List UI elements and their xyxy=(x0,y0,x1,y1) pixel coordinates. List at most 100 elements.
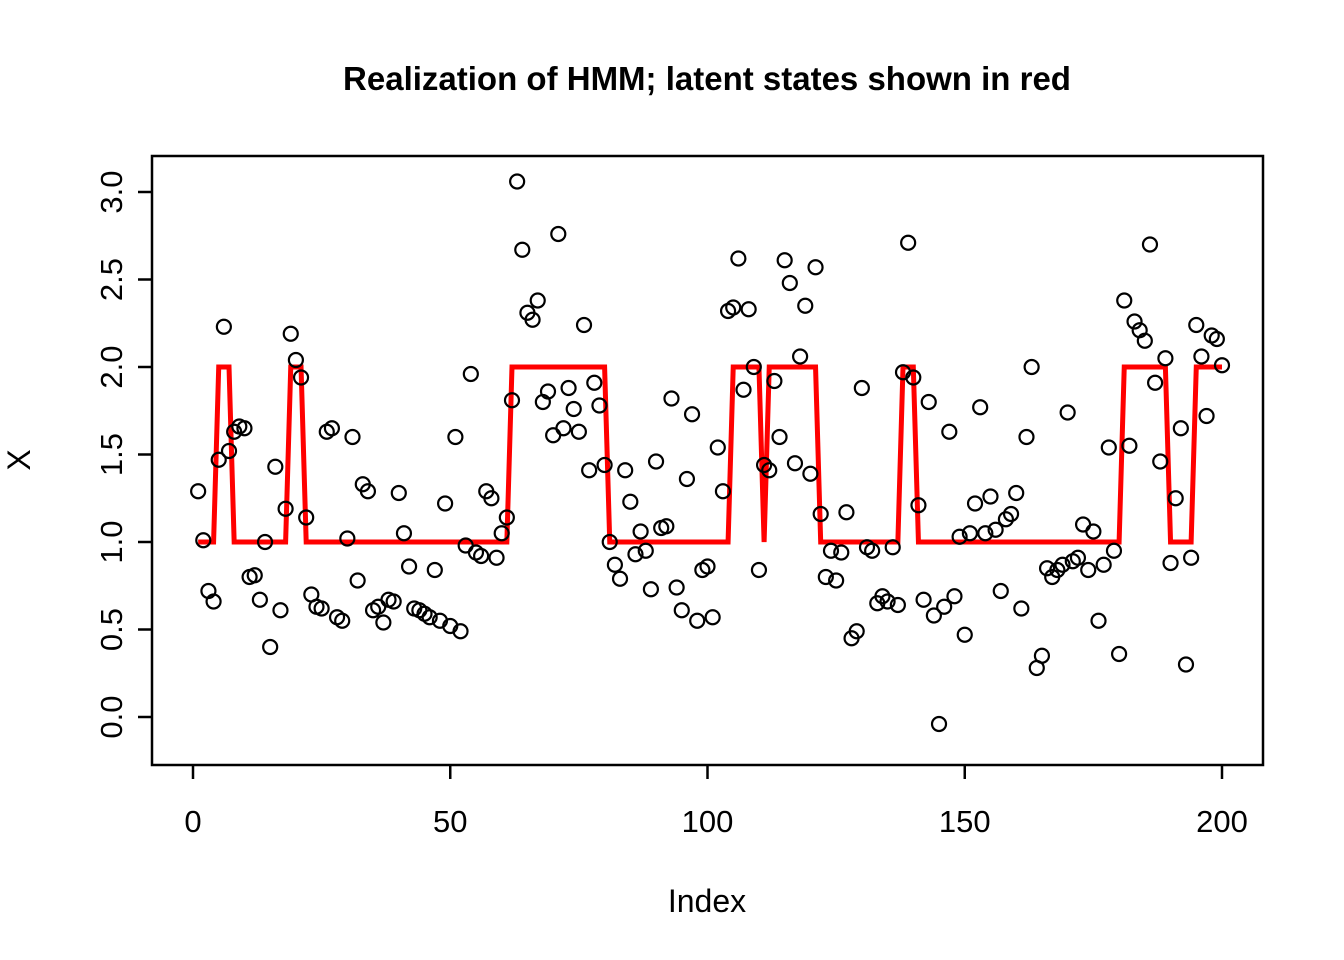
scatter-point xyxy=(462,365,479,383)
scatter-point xyxy=(1008,484,1025,502)
scatter-point xyxy=(509,173,526,190)
scatter-point xyxy=(334,612,351,629)
y-tick-label: 2.0 xyxy=(94,345,129,388)
scatter-point xyxy=(632,523,649,540)
scatter-point xyxy=(1033,647,1051,664)
scatter-point xyxy=(977,525,994,542)
x-tick-label: 200 xyxy=(1196,804,1248,839)
chart-title: Realization of HMM; latent states shown … xyxy=(343,60,1071,97)
scatter-point xyxy=(781,274,798,292)
scatter-point xyxy=(725,299,742,316)
scatter-point xyxy=(663,390,680,407)
scatter-point xyxy=(704,609,721,626)
scatter-point xyxy=(1074,516,1092,533)
scatter-point xyxy=(1121,437,1138,454)
scatter-point xyxy=(437,495,454,512)
scatter-point xyxy=(864,542,881,559)
scatter-point xyxy=(390,484,407,502)
scatter-point xyxy=(745,358,762,376)
scatter-point xyxy=(941,423,958,440)
x-tick-label: 50 xyxy=(433,804,467,839)
scatter-point xyxy=(215,318,232,335)
scatter-point xyxy=(812,505,829,523)
scatter-point xyxy=(766,372,783,390)
scatter-point xyxy=(1136,332,1153,349)
scatter-point xyxy=(514,241,531,258)
scatter-point xyxy=(611,570,629,587)
scatter-point xyxy=(658,518,675,535)
scatter-point xyxy=(997,511,1015,528)
scatter-point xyxy=(1188,316,1205,334)
scatter-point xyxy=(560,379,577,397)
scatter-point xyxy=(1049,561,1066,579)
scatter-point xyxy=(797,297,814,314)
latent-state-line xyxy=(198,364,1222,545)
scatter-point xyxy=(647,453,665,470)
scatter-point xyxy=(992,582,1009,600)
scatter-point xyxy=(1157,350,1174,367)
scatter-point xyxy=(323,420,341,437)
scatter-point xyxy=(251,591,268,608)
scatter-point xyxy=(987,521,1004,538)
scatter-point xyxy=(900,234,917,251)
scatter-point xyxy=(1126,313,1143,330)
scatter-point xyxy=(889,596,906,614)
scatter-point xyxy=(925,607,942,624)
scatter-point xyxy=(1038,560,1056,577)
scatter-point xyxy=(1167,490,1184,507)
scatter-point xyxy=(591,397,608,414)
scatter-point xyxy=(627,546,644,563)
scatter-point xyxy=(339,530,356,547)
scatter-point xyxy=(915,591,932,608)
scatter-point xyxy=(498,509,515,526)
x-tick-label: 150 xyxy=(939,804,991,839)
scatter-point xyxy=(884,539,901,556)
scatter-point xyxy=(802,465,819,482)
scatter-point xyxy=(596,456,613,474)
scatter-point xyxy=(421,609,438,626)
scatter-point xyxy=(205,593,222,610)
scatter-point xyxy=(344,428,361,446)
scatter-point xyxy=(1018,428,1035,446)
scatter-point xyxy=(1054,556,1071,573)
scatter-point xyxy=(833,544,850,561)
scatter-point xyxy=(714,483,732,500)
y-tick-label: 1.0 xyxy=(94,520,129,563)
scatter-point xyxy=(246,567,263,584)
scatter-point xyxy=(210,451,227,468)
scatter-point xyxy=(524,311,541,328)
scatter-point xyxy=(622,493,639,510)
scatter-point xyxy=(699,558,716,575)
scatter-point xyxy=(1105,542,1123,559)
scatter-point xyxy=(581,462,598,479)
scatter-point xyxy=(776,252,793,269)
scatter-point xyxy=(678,470,696,488)
scatter-point xyxy=(1085,523,1102,540)
scatter-point xyxy=(1013,600,1030,617)
y-tick-label: 3.0 xyxy=(94,170,129,213)
scatter-point xyxy=(930,715,948,733)
scatter-point xyxy=(400,558,418,575)
scatter-point xyxy=(190,483,207,500)
scatter-point xyxy=(853,379,870,397)
scatter-point xyxy=(298,509,315,526)
scatter-point xyxy=(256,533,274,551)
y-tick-label: 0.5 xyxy=(94,608,129,651)
scatter-point xyxy=(874,588,891,605)
scatter-point xyxy=(359,483,377,500)
scatter-point xyxy=(503,392,521,409)
scatter-point xyxy=(529,292,546,309)
scatter-point xyxy=(385,593,402,610)
scatter-point xyxy=(1198,407,1215,425)
scatter-point xyxy=(822,542,840,559)
scatter-point xyxy=(1213,357,1231,374)
scatter-point xyxy=(262,638,279,656)
scatter-point xyxy=(375,614,392,631)
scatter-point xyxy=(761,462,778,479)
scatter-point xyxy=(570,423,587,440)
scatter-point xyxy=(550,225,567,243)
scatter-point xyxy=(982,488,999,505)
scatter-point xyxy=(951,528,968,545)
scatter-point xyxy=(1002,505,1020,523)
